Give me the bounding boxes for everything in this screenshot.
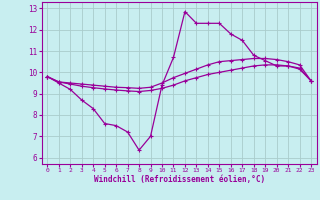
X-axis label: Windchill (Refroidissement éolien,°C): Windchill (Refroidissement éolien,°C) (94, 175, 265, 184)
